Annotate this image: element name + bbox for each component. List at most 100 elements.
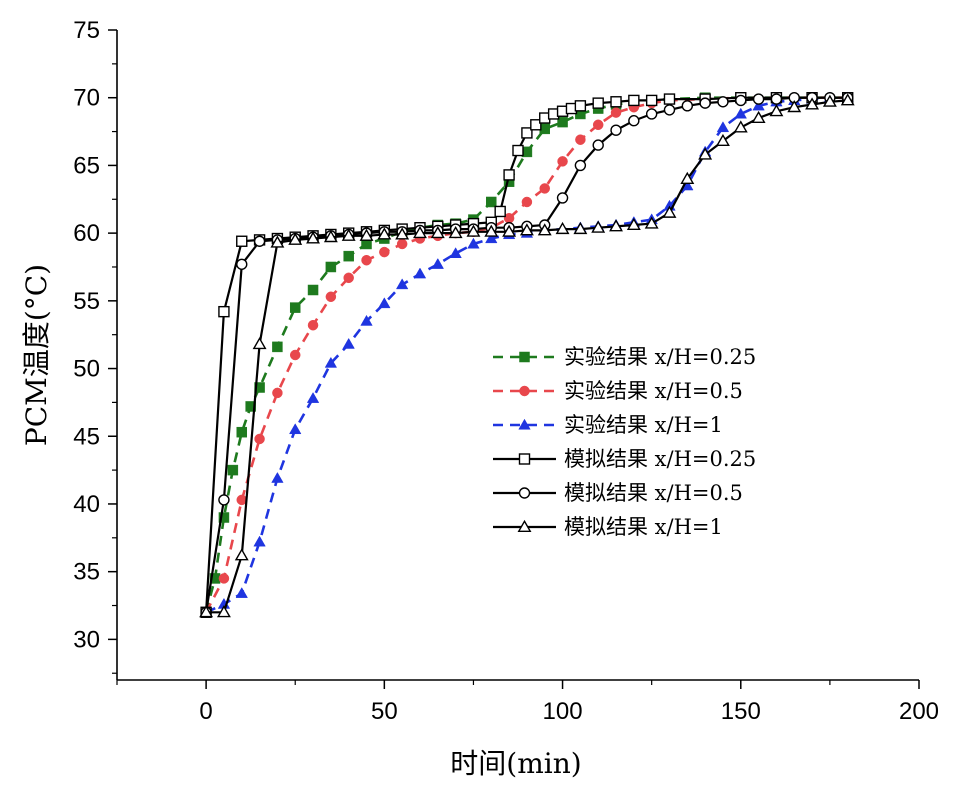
data-point [770, 93, 783, 105]
data-point [751, 110, 766, 124]
data-point [485, 232, 498, 244]
data-point [573, 221, 588, 235]
data-point [289, 423, 302, 435]
series-layer [199, 91, 855, 618]
data-point [840, 93, 855, 106]
y-tick-label: 65 [73, 152, 100, 179]
data-point [521, 196, 533, 208]
data-point [574, 100, 587, 112]
data-point [236, 258, 248, 270]
data-point [519, 223, 534, 236]
data-point [234, 548, 249, 561]
legend-label: 模拟结果 x/H=0.5 [564, 481, 743, 505]
data-point [235, 587, 248, 598]
data-point [662, 205, 677, 218]
data-point [575, 134, 586, 145]
data-point [216, 605, 231, 618]
data-point [555, 221, 570, 235]
y-tick-label: 30 [73, 626, 100, 653]
data-point [610, 107, 622, 118]
data-point [557, 156, 568, 167]
data-point [592, 97, 604, 109]
legend-label: 实验结果 x/H=0.25 [564, 345, 756, 369]
legend-item-3: 实验结果 x/H=1 [493, 413, 723, 437]
data-point [430, 225, 445, 239]
legend-item-4: 模拟结果 x/H=0.25 [493, 447, 756, 471]
data-point [733, 120, 748, 133]
data-point [218, 494, 230, 506]
data-point [592, 119, 604, 131]
data-point [325, 291, 337, 303]
data-point [663, 93, 676, 105]
data-point [343, 272, 354, 284]
data-point [486, 196, 497, 208]
data-point [628, 94, 640, 107]
data-point [822, 94, 837, 107]
data-point [236, 426, 248, 438]
data-point [519, 351, 530, 363]
data-point [361, 254, 372, 266]
data-point [628, 115, 640, 127]
y-tick-label: 50 [73, 356, 100, 383]
data-point [306, 231, 321, 244]
data-point [342, 337, 355, 349]
data-point [715, 133, 730, 147]
data-point [518, 418, 531, 430]
data-point [307, 284, 319, 296]
data-point [680, 171, 695, 184]
data-point [698, 147, 713, 160]
data-point [395, 227, 410, 240]
data-point [681, 100, 694, 112]
series-6 [199, 93, 855, 618]
data-point [413, 225, 427, 239]
data-point [805, 97, 820, 110]
data-point [787, 100, 802, 113]
data-point [449, 247, 462, 258]
data-point [236, 235, 248, 247]
legend-item-6: 模拟结果 x/H=1 [493, 515, 723, 539]
data-point [521, 127, 533, 139]
data-point [557, 116, 568, 128]
data-point [484, 224, 499, 237]
data-point [609, 219, 623, 232]
data-point [530, 119, 542, 131]
data-point [306, 392, 320, 403]
data-point [502, 224, 517, 237]
data-point [537, 223, 552, 236]
data-point [325, 261, 337, 273]
data-point [591, 220, 606, 233]
data-point [253, 235, 266, 247]
data-point [466, 224, 481, 237]
data-point [769, 104, 784, 117]
data-point [494, 205, 506, 218]
legend-item-1: 实验结果 x/H=0.25 [493, 345, 756, 369]
data-point [218, 512, 230, 523]
data-point [734, 107, 747, 119]
y-tick-label: 55 [73, 288, 100, 315]
data-point [323, 230, 338, 243]
legend: 实验结果 x/H=0.25 实验结果 x/H=0.5 实验结果 x/H=1 模拟结果 … [493, 345, 756, 539]
data-point [467, 237, 480, 249]
data-point [271, 471, 284, 483]
data-point [395, 278, 409, 290]
data-point [343, 250, 354, 262]
data-point [431, 258, 444, 269]
data-point [270, 235, 285, 248]
data-point [518, 487, 531, 499]
data-point [610, 96, 622, 108]
legend-label: 模拟结果 x/H=1 [564, 515, 723, 539]
series-line [204, 96, 848, 613]
data-point [645, 94, 658, 107]
data-point [735, 94, 747, 107]
data-point [245, 401, 256, 412]
data-point [519, 385, 530, 397]
data-point [252, 337, 267, 350]
data-point [341, 228, 356, 241]
y-tick-label: 45 [73, 423, 100, 450]
data-point [199, 605, 214, 618]
data-point [272, 387, 283, 399]
data-point [644, 216, 659, 229]
